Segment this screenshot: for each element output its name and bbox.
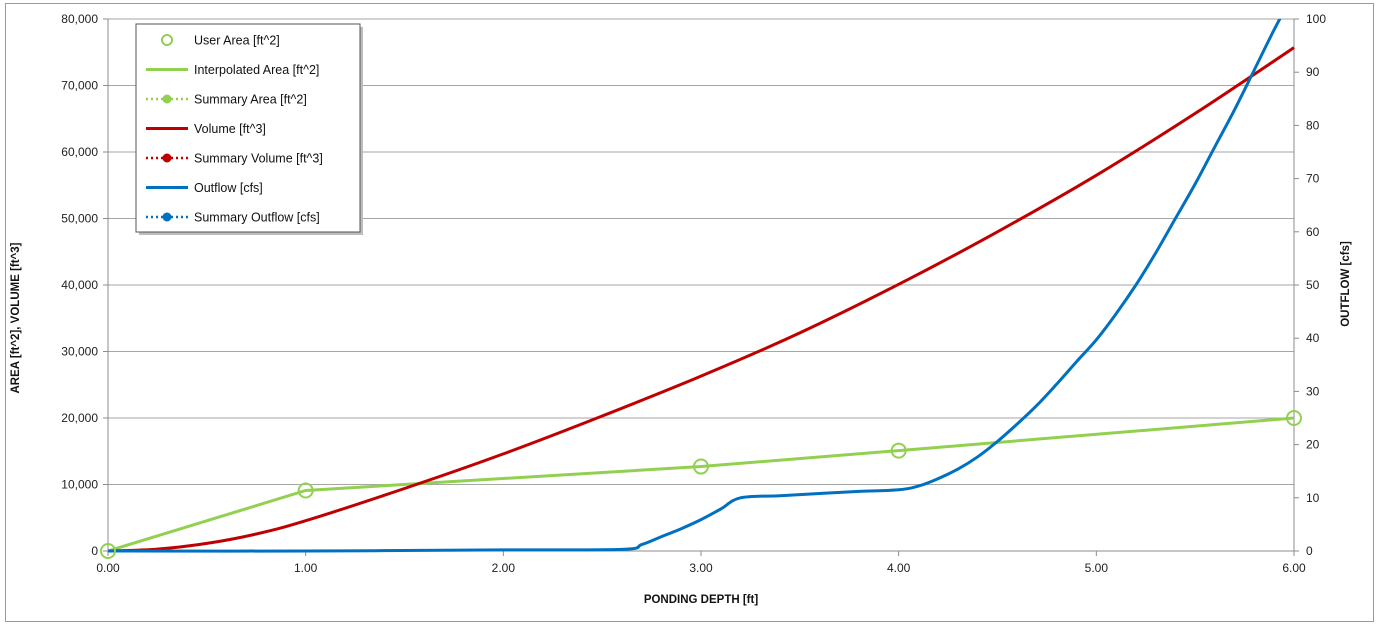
legend-label: User Area [ft^2] (194, 34, 280, 48)
y-tick-label: 40,000 (61, 278, 98, 292)
x-tick-label: 1.00 (294, 561, 318, 575)
series-layer (100, 19, 1302, 559)
y2-tick-label: 20 (1306, 438, 1320, 452)
y2-tick-label: 60 (1306, 225, 1320, 239)
tick-labels: 0.00 1.00 2.00 3.00 4.00 5.00 6.00010,00020,00… (61, 12, 1326, 575)
legend-label: Interpolated Area [ft^2] (194, 63, 319, 77)
legend-swatch (161, 34, 173, 46)
y2-tick-label: 0 (1306, 544, 1313, 558)
x-tick-label: 2.00 (492, 561, 516, 575)
outflow-line (107, 19, 1282, 553)
legend-label: Summary Volume [ft^3] (194, 152, 323, 166)
y2-tick-label: 40 (1306, 331, 1320, 345)
y-tick-label: 80,000 (61, 12, 98, 26)
y2-tick-label: 50 (1306, 278, 1320, 292)
y-tick-label: 10,000 (61, 478, 98, 492)
legend-label: Summary Area [ft^2] (194, 93, 307, 107)
y-axis-title: AREA [ft^2], VOLUME [ft^3] (10, 242, 22, 393)
legend: User Area [ft^2] Interpolated Area [ft^2]… (135, 23, 363, 235)
legend-swatch-marker (162, 212, 172, 222)
user-area-marker (693, 458, 709, 475)
y2-tick-label: 70 (1306, 172, 1320, 186)
y-tick-label: 50,000 (61, 212, 98, 226)
user-area-marker (100, 543, 116, 559)
legend-label: Outflow [cfs] (194, 181, 263, 195)
x-tick-label: 6.00 (1282, 561, 1306, 575)
y-tick-label: 0 (91, 544, 98, 558)
y-tick-label: 60,000 (61, 145, 98, 159)
y2-tick-label: 30 (1306, 384, 1320, 398)
legend-label: Volume [ft^3] (194, 122, 266, 136)
x-tick-label: 0.00 (96, 561, 120, 575)
legend-label: Summary Outflow [cfs] (194, 211, 320, 225)
volume-line (107, 46, 1295, 553)
y2-tick-label: 80 (1306, 118, 1320, 132)
user-area-marker (297, 482, 314, 499)
y-tick-label: 70,000 (61, 79, 98, 93)
x-axis-title: PONDING DEPTH [ft] (644, 594, 759, 606)
y2-axis-title: OUTFLOW [cfs] (1340, 241, 1352, 327)
x-tick-label: 3.00 (689, 561, 713, 575)
y2-tick-label: 90 (1306, 65, 1320, 79)
y-tick-label: 20,000 (61, 411, 98, 425)
legend-swatch-marker (162, 94, 172, 104)
x-tick-label: 5.00 (1085, 561, 1109, 575)
user-area-marker (890, 442, 907, 459)
y2-tick-label: 100 (1306, 12, 1326, 26)
legend-swatch-marker (162, 153, 172, 163)
interpolated-area-line (107, 416, 1295, 553)
y-tick-label: 30,000 (61, 345, 98, 359)
y2-tick-label: 10 (1306, 491, 1320, 505)
x-tick-label: 4.00 (887, 561, 911, 575)
user-area-marker (1286, 410, 1302, 426)
